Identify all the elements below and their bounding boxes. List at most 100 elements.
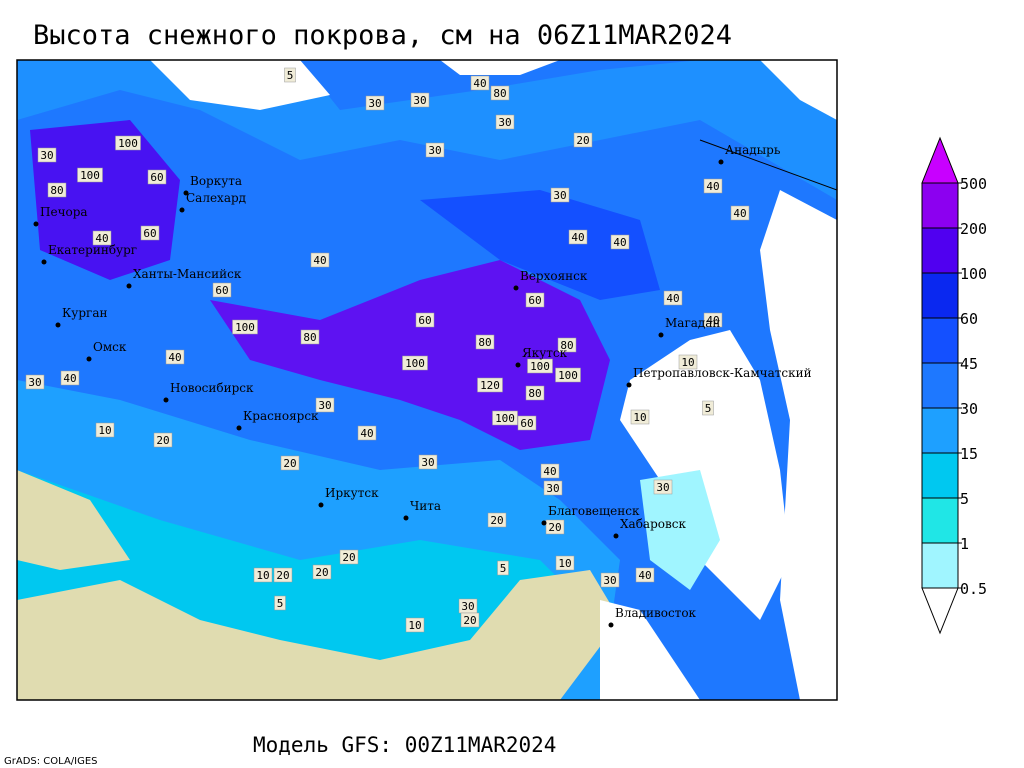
colorbar-label: 500 <box>960 175 987 193</box>
city-name: Петропавловск-Камчатский <box>633 366 812 380</box>
map-label: 20 <box>490 514 503 527</box>
label-box <box>497 560 509 576</box>
map-label: 40 <box>360 427 373 440</box>
label-box <box>115 135 141 151</box>
label-box <box>357 425 377 441</box>
map-label: 30 <box>413 94 426 107</box>
map-label: 100 <box>558 369 578 382</box>
map-label: 100 <box>118 137 138 150</box>
label-box <box>339 549 359 565</box>
colorbar-label: 0.5 <box>960 580 987 598</box>
snow-high <box>210 260 610 450</box>
label-box <box>410 92 430 108</box>
label-box <box>165 349 185 365</box>
map-label: 20 <box>156 434 169 447</box>
city-dot <box>41 259 47 265</box>
colorbar-label: 5 <box>960 490 969 508</box>
colorbar-box <box>921 182 959 229</box>
map-label: 20 <box>315 566 328 579</box>
label-box <box>47 182 67 198</box>
map-label: 40 <box>706 314 719 327</box>
map-label: 100 <box>405 357 425 370</box>
map-label: 20 <box>276 569 289 582</box>
city-dot <box>126 283 132 289</box>
bare-land <box>17 470 130 570</box>
label-box <box>405 617 425 633</box>
title: Высота снежного покрова, см на 06Z11MAR2… <box>33 20 732 51</box>
city-dot <box>626 382 632 388</box>
label-box <box>635 567 655 583</box>
label-box <box>284 67 296 83</box>
label-box <box>415 312 435 328</box>
colorbar-box <box>921 317 959 364</box>
map-label: 30 <box>40 149 53 162</box>
map-label: 40 <box>543 465 556 478</box>
map-label: 40 <box>706 180 719 193</box>
label-box <box>630 409 650 425</box>
label-box <box>92 230 112 246</box>
label-box <box>495 114 515 130</box>
map-label: 5 <box>287 69 294 82</box>
city-name: Красноярск <box>243 409 319 423</box>
colorbar-low <box>921 587 959 635</box>
label-box <box>425 142 445 158</box>
map-label: 40 <box>666 292 679 305</box>
snow-mid <box>420 190 660 300</box>
colorbar-label: 1 <box>960 535 969 553</box>
map-label: 80 <box>50 184 63 197</box>
label-box <box>280 455 300 471</box>
label-box <box>232 319 258 335</box>
city-name: Ханты-Мансийск <box>133 267 242 281</box>
label-box <box>95 422 115 438</box>
map-label: 60 <box>143 227 156 240</box>
city-name: Воркута <box>190 174 242 188</box>
map-label: 40 <box>313 254 326 267</box>
label-box <box>492 410 518 426</box>
city-name: Чита <box>410 499 441 513</box>
map-label: 5 <box>500 562 507 575</box>
label-box <box>147 169 167 185</box>
city-dot <box>718 159 724 165</box>
colorbar-high <box>921 136 959 184</box>
sea <box>620 330 790 620</box>
city-dot <box>513 285 519 291</box>
label-box <box>310 252 330 268</box>
city-dot <box>86 356 92 362</box>
city-name: Владивосток <box>615 606 697 620</box>
map-label: 120 <box>480 379 500 392</box>
label-box <box>545 519 565 535</box>
map-label: 20 <box>548 521 561 534</box>
map-label: 30 <box>546 482 559 495</box>
label-box <box>600 572 620 588</box>
sea <box>600 600 700 700</box>
city-name: Курган <box>62 306 107 320</box>
label-box <box>60 370 80 386</box>
map-label: 40 <box>473 77 486 90</box>
city-dot <box>55 322 61 328</box>
label-box <box>418 454 438 470</box>
city-name: Магадан <box>665 316 720 330</box>
map-label: 60 <box>520 417 533 430</box>
label-box <box>365 95 385 111</box>
colorbar-box <box>921 452 959 499</box>
colorbar-label: 100 <box>960 265 987 283</box>
label-box <box>25 374 45 390</box>
map-label: 10 <box>256 569 269 582</box>
map-label: 40 <box>63 372 76 385</box>
city-dot <box>236 425 242 431</box>
city-dot <box>541 520 547 526</box>
map-label: 20 <box>463 614 476 627</box>
city-dot <box>515 362 521 368</box>
map-label: 30 <box>498 116 511 129</box>
map-label: 30 <box>461 600 474 613</box>
map-label: 10 <box>558 557 571 570</box>
city-name: Анадырь <box>725 143 781 157</box>
border <box>699 139 837 191</box>
label-box <box>678 354 698 370</box>
ocean <box>760 190 837 700</box>
colorbar-label: 45 <box>960 355 978 373</box>
colorbar-box <box>921 227 959 274</box>
map-label: 60 <box>528 294 541 307</box>
map-label: 10 <box>98 424 111 437</box>
